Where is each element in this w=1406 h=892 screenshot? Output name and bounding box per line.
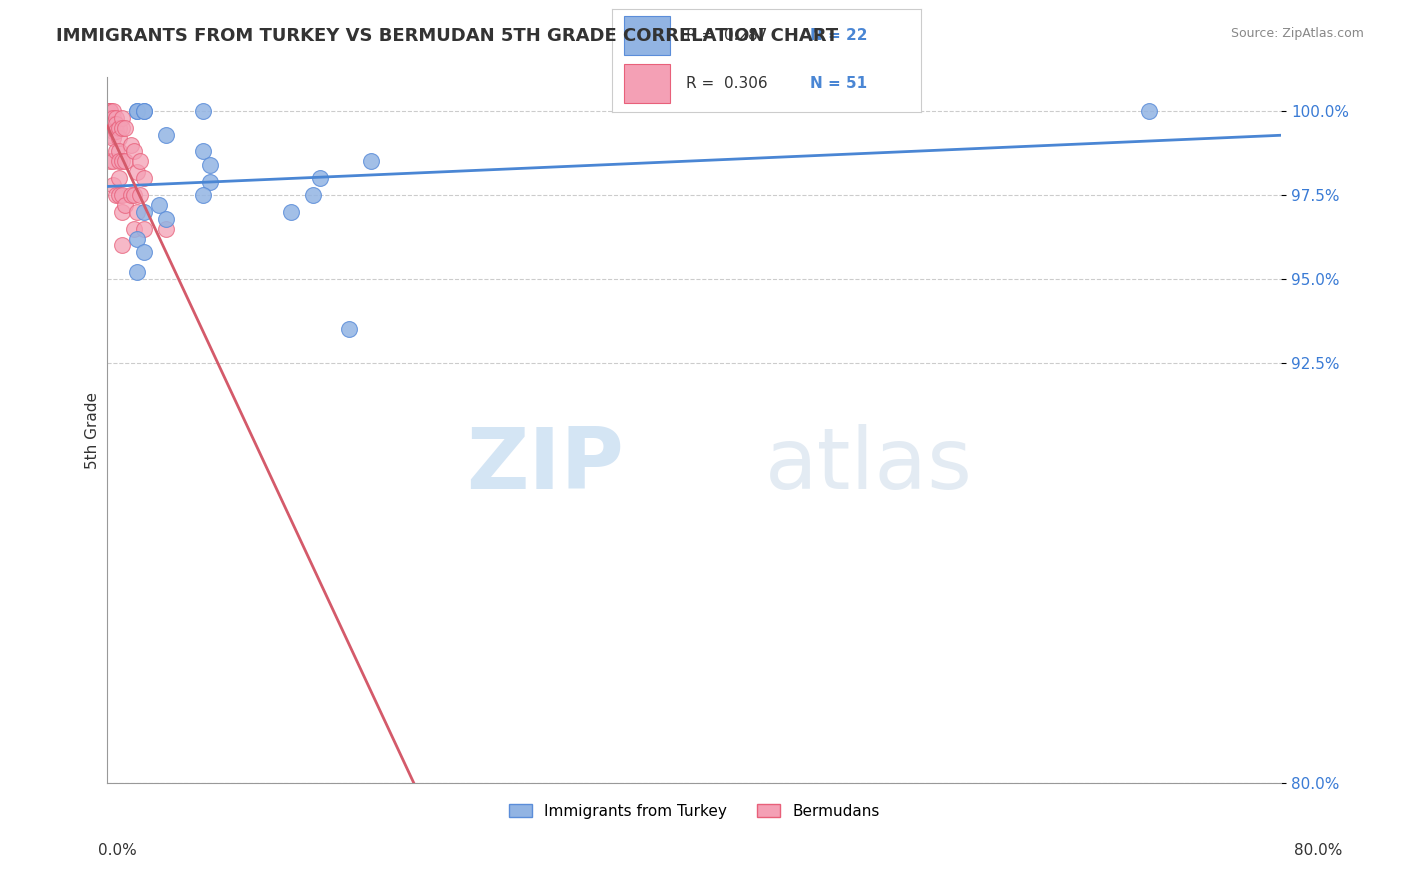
- Point: [98, 111, 121, 125]
- Point: [132, 204, 155, 219]
- Point: [101, 124, 124, 138]
- Point: [120, 137, 142, 152]
- Point: [122, 145, 145, 159]
- Point: [98, 103, 121, 118]
- Point: [98, 154, 121, 169]
- Point: [111, 188, 134, 202]
- Point: [132, 171, 155, 186]
- Point: [98, 128, 121, 142]
- Point: [108, 154, 131, 169]
- Point: [108, 145, 131, 159]
- Point: [96, 103, 118, 118]
- Point: [108, 131, 131, 145]
- Text: 0.0%: 0.0%: [98, 843, 138, 858]
- Point: [98, 103, 121, 118]
- Point: [191, 188, 214, 202]
- Point: [128, 188, 150, 202]
- Point: [301, 188, 323, 202]
- Text: Source: ZipAtlas.com: Source: ZipAtlas.com: [1230, 27, 1364, 40]
- Text: ZIP: ZIP: [465, 424, 624, 507]
- Point: [111, 204, 134, 219]
- Point: [122, 188, 145, 202]
- Point: [191, 103, 214, 118]
- Point: [125, 103, 148, 118]
- Point: [98, 120, 121, 135]
- Point: [155, 211, 177, 226]
- Text: 80.0%: 80.0%: [1295, 843, 1343, 858]
- Y-axis label: 5th Grade: 5th Grade: [86, 392, 100, 468]
- Point: [309, 171, 332, 186]
- Point: [96, 103, 118, 118]
- Point: [114, 198, 136, 212]
- Point: [96, 103, 118, 118]
- Point: [111, 111, 134, 125]
- Point: [198, 158, 221, 172]
- Point: [96, 103, 118, 118]
- Point: [155, 128, 177, 142]
- Text: R =  0.306: R = 0.306: [686, 77, 768, 91]
- Point: [132, 221, 155, 235]
- Point: [148, 198, 170, 212]
- Point: [155, 221, 177, 235]
- Point: [120, 188, 142, 202]
- Point: [105, 145, 128, 159]
- Point: [101, 111, 124, 125]
- FancyBboxPatch shape: [624, 16, 671, 55]
- Point: [337, 322, 360, 336]
- Point: [105, 111, 128, 125]
- Text: atlas: atlas: [765, 424, 973, 507]
- Point: [125, 232, 148, 246]
- Point: [125, 204, 148, 219]
- Point: [108, 171, 131, 186]
- Point: [101, 154, 124, 169]
- Text: IMMIGRANTS FROM TURKEY VS BERMUDAN 5TH GRADE CORRELATION CHART: IMMIGRANTS FROM TURKEY VS BERMUDAN 5TH G…: [56, 27, 838, 45]
- Point: [101, 178, 124, 192]
- Point: [128, 154, 150, 169]
- Point: [125, 164, 148, 178]
- Point: [125, 265, 148, 279]
- Point: [280, 204, 302, 219]
- Point: [108, 120, 131, 135]
- Point: [96, 120, 118, 135]
- Point: [122, 221, 145, 235]
- Point: [114, 120, 136, 135]
- Point: [1137, 103, 1160, 118]
- FancyBboxPatch shape: [624, 64, 671, 103]
- Text: R =  0.287: R = 0.287: [686, 28, 768, 43]
- Point: [132, 103, 155, 118]
- Point: [101, 118, 124, 132]
- Point: [111, 120, 134, 135]
- Point: [105, 124, 128, 138]
- Point: [114, 154, 136, 169]
- Point: [360, 154, 382, 169]
- Point: [111, 238, 134, 252]
- Text: N = 22: N = 22: [810, 28, 868, 43]
- Point: [132, 103, 155, 118]
- Point: [132, 245, 155, 260]
- Point: [111, 154, 134, 169]
- Point: [191, 145, 214, 159]
- Point: [198, 175, 221, 189]
- Point: [101, 103, 124, 118]
- Text: N = 51: N = 51: [810, 77, 866, 91]
- Point: [101, 131, 124, 145]
- Point: [98, 103, 121, 118]
- Point: [108, 188, 131, 202]
- Point: [125, 103, 148, 118]
- Point: [105, 188, 128, 202]
- Point: [105, 118, 128, 132]
- Legend: Immigrants from Turkey, Bermudans: Immigrants from Turkey, Bermudans: [502, 797, 886, 825]
